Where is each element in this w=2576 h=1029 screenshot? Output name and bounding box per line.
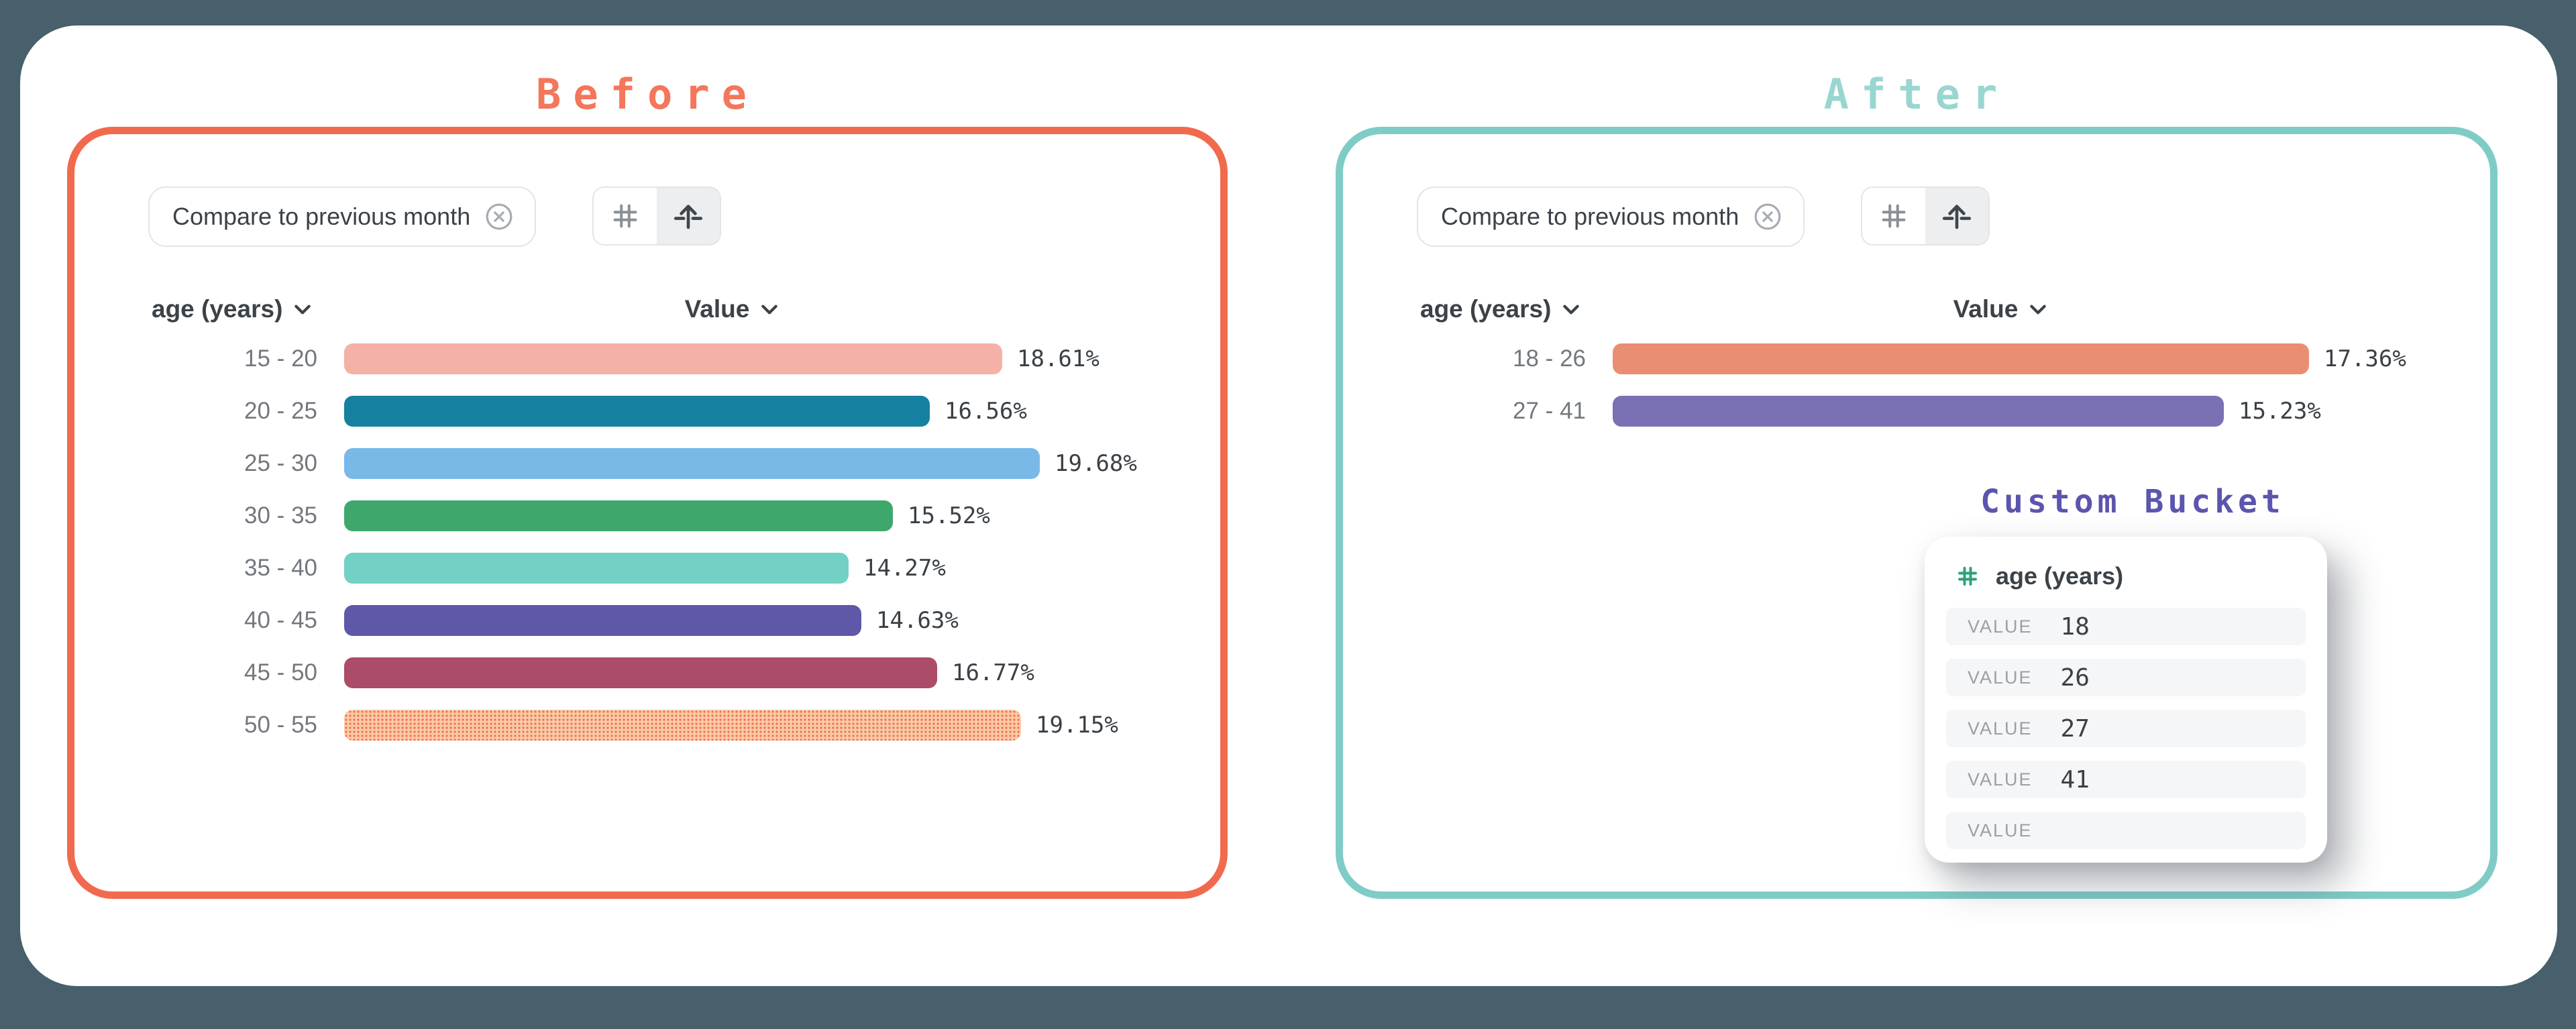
filter-chip[interactable]: Compare to previous month	[1417, 186, 1805, 247]
category-label: 30 - 35	[244, 502, 317, 529]
chart-row: 15 - 20 18.61%	[74, 333, 1220, 385]
value-field-label: VALUE	[1968, 616, 2033, 637]
bar[interactable]	[344, 500, 893, 531]
custom-bucket-field-label: age (years)	[1996, 562, 2124, 590]
bar[interactable]	[1613, 343, 2309, 374]
custom-bucket-title: Custom Bucket	[1980, 483, 2285, 521]
value-field-label: VALUE	[1968, 769, 2033, 790]
chart-row: 20 - 25 16.56%	[74, 385, 1220, 437]
category-label: 50 - 55	[244, 712, 317, 738]
bar[interactable]	[1613, 396, 2224, 427]
custom-bucket-rows: VALUE 18 VALUE 26 VALUE 27 VALUE 41 VALUE	[1946, 608, 2306, 849]
chart-row: 30 - 35 15.52%	[74, 490, 1220, 542]
bar[interactable]	[344, 396, 930, 427]
value-label: 19.15%	[1036, 712, 1118, 739]
chevron-down-icon	[1562, 303, 1580, 315]
value-label: 16.56%	[945, 398, 1027, 425]
category-label: 45 - 50	[244, 659, 317, 686]
bar[interactable]	[344, 343, 1002, 374]
bucket-value-input[interactable]: VALUE 27	[1946, 710, 2306, 747]
after-title: After	[1823, 70, 2010, 119]
value-label: 15.52%	[908, 502, 990, 529]
category-label: 18 - 26	[1513, 345, 1586, 372]
value-field-label: VALUE	[1968, 718, 2033, 739]
remove-filter-icon[interactable]	[1752, 201, 1783, 232]
category-label: 27 - 41	[1513, 398, 1586, 424]
value-label: 16.77%	[952, 659, 1034, 686]
bar[interactable]	[344, 657, 937, 688]
category-label: 20 - 25	[244, 398, 317, 424]
content-card: Before Compare to previous month	[20, 25, 2557, 986]
chevron-down-icon	[293, 303, 312, 315]
bar[interactable]	[344, 605, 861, 636]
value-header[interactable]: Value	[1613, 292, 2388, 326]
sort-arrow-icon	[672, 200, 704, 232]
binning-button[interactable]	[594, 188, 657, 244]
value-label: 17.36%	[2324, 345, 2406, 372]
chart-row: 40 - 45 14.63%	[74, 594, 1220, 647]
value-field-value: 18	[2060, 612, 2090, 641]
chart-row: 27 - 41 15.23%	[1343, 385, 2490, 437]
value-label: 14.63%	[876, 607, 959, 634]
dimension-header[interactable]: age (years)	[1420, 292, 1580, 326]
after-bar-chart: 18 - 26 17.36% 27 - 41 15.23%	[1343, 333, 2490, 437]
custom-bucket-popup: age (years) VALUE 18 VALUE 26 VALUE 27 VALUE 41…	[1925, 537, 2327, 863]
chart-row: 45 - 50 16.77%	[74, 647, 1220, 699]
before-bar-chart: 15 - 20 18.61% 20 - 25 16.56% 25 - 30 19.68% 3…	[74, 333, 1220, 751]
value-field-value: 41	[2060, 765, 2090, 794]
chart-row: 35 - 40 14.27%	[74, 542, 1220, 594]
chevron-down-icon	[2029, 303, 2047, 315]
before-title: Before	[536, 70, 759, 119]
bar[interactable]	[344, 553, 849, 584]
category-label: 15 - 20	[244, 345, 317, 372]
number-field-icon	[1955, 564, 1980, 588]
chevron-down-icon	[760, 303, 779, 315]
value-field-value: 27	[2060, 714, 2090, 743]
display-toggle-group	[592, 186, 721, 246]
category-label: 35 - 40	[244, 555, 317, 581]
dimension-header[interactable]: age (years)	[152, 292, 312, 326]
value-label: 15.23%	[2239, 398, 2321, 425]
value-label: 19.68%	[1055, 450, 1137, 477]
chart-row: 25 - 30 19.68%	[74, 437, 1220, 490]
filter-chip-label: Compare to previous month	[1441, 203, 1739, 230]
value-field-label: VALUE	[1968, 820, 2033, 841]
sort-arrow-icon	[1941, 200, 1973, 232]
bucket-value-input[interactable]: VALUE	[1946, 812, 2306, 849]
hash-icon	[610, 201, 641, 231]
before-panel: Compare to previous month	[67, 127, 1228, 899]
filter-chip[interactable]: Compare to previous month	[148, 186, 537, 247]
filter-chip-label: Compare to previous month	[172, 203, 471, 230]
hash-icon	[1878, 201, 1909, 231]
bar[interactable]	[344, 710, 1021, 741]
value-field-label: VALUE	[1968, 667, 2033, 688]
value-label: 14.27%	[863, 555, 946, 582]
sort-button[interactable]	[657, 188, 720, 244]
bucket-value-input[interactable]: VALUE 26	[1946, 659, 2306, 696]
bar[interactable]	[344, 448, 1040, 479]
value-label: 18.61%	[1017, 345, 1099, 372]
chart-row: 50 - 55 19.15%	[74, 699, 1220, 751]
value-header[interactable]: Value	[344, 292, 1120, 326]
display-toggle-group	[1861, 186, 1990, 246]
sort-button[interactable]	[1925, 188, 1988, 244]
binning-button[interactable]	[1862, 188, 1925, 244]
chart-row: 18 - 26 17.36%	[1343, 333, 2490, 385]
custom-bucket-field: age (years)	[1955, 562, 2306, 590]
after-panel: Compare to previous month	[1336, 127, 2498, 899]
bucket-value-input[interactable]: VALUE 18	[1946, 608, 2306, 645]
category-label: 25 - 30	[244, 450, 317, 476]
remove-filter-icon[interactable]	[484, 201, 515, 232]
category-label: 40 - 45	[244, 607, 317, 633]
bucket-value-input[interactable]: VALUE 41	[1946, 761, 2306, 798]
value-field-value: 26	[2060, 663, 2090, 692]
